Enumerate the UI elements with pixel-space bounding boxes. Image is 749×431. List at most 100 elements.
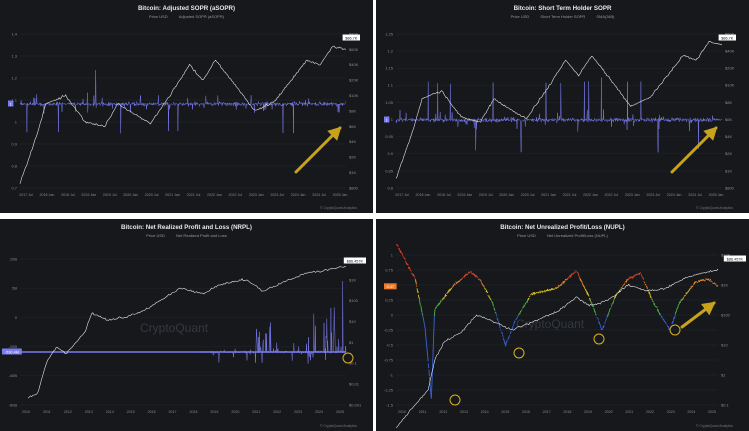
nupl-segment (448, 289, 450, 293)
nupl-segment (607, 312, 610, 314)
current-right-badge: $86.7K (721, 36, 734, 40)
x-tick-label: 2017 Jul (19, 193, 33, 197)
nupl-segment (401, 253, 404, 256)
y-right-tick-label: $1 (721, 372, 726, 377)
nupl-segment (512, 324, 514, 327)
x-tick-label: 2012 (439, 410, 447, 414)
nupl-segment (637, 273, 640, 275)
nupl-segment (608, 309, 611, 313)
y-right-tick-label: $6K (349, 124, 356, 129)
nupl-segment (528, 295, 531, 298)
y-right-tick-label: $0.1 (721, 402, 730, 407)
nupl-segment (612, 299, 615, 304)
nupl-segment (417, 294, 420, 298)
current-left-badge: 1 (10, 102, 12, 106)
nupl-segment (465, 273, 468, 276)
nupl-segment (653, 302, 656, 306)
current-right-badge-bg (342, 34, 360, 41)
nupl-segment (601, 328, 604, 330)
x-tick-label: 2011 (43, 410, 51, 414)
nupl-segment (419, 303, 422, 305)
nupl-segment (420, 305, 422, 310)
x-tick-label: 2019 (584, 410, 592, 414)
y-right-tick-label: $2K (349, 155, 356, 160)
nupl-segment (497, 321, 500, 323)
nupl-segment (635, 274, 638, 276)
nupl-segment (546, 290, 548, 292)
x-tick-label: 2017 Jul (395, 193, 409, 197)
nupl-segment (559, 284, 562, 287)
nupl-segment (531, 293, 534, 296)
price-line (27, 266, 347, 399)
y-right-tick-label: $1 (349, 340, 354, 345)
current-left-badge: 1 (386, 118, 388, 122)
nupl-segment (578, 274, 580, 277)
nupl-segment (413, 275, 415, 277)
nupl-segment (401, 252, 403, 254)
nupl-segment (656, 306, 658, 308)
y-left-tick-label: -0.5 (386, 342, 394, 347)
nupl-segment (549, 289, 552, 291)
y-left-tick-label: 0 (391, 312, 394, 317)
nupl-segment (427, 363, 430, 369)
nupl-segment (396, 244, 399, 247)
y-left-tick-label: 1 (391, 252, 394, 257)
nupl-segment (687, 290, 690, 292)
nupl-segment (675, 311, 677, 313)
legend-item: SMA(365) (596, 14, 615, 19)
current-left-badge: -530.4M (5, 350, 19, 354)
nupl-segment (637, 273, 639, 276)
nrpl-line (20, 281, 347, 364)
asopr-panel: Bitcoin: Adjusted SOPR (aSOPR) Price USD… (0, 0, 373, 213)
x-tick-label: 2020 Jan (499, 193, 514, 197)
x-tick-label: 2018 Jul (437, 193, 451, 197)
nupl-segment (593, 307, 595, 310)
nupl-segment (446, 292, 448, 295)
chart-title: Bitcoin: Net Unrealized Profit/Loss (NUP… (500, 224, 625, 231)
nupl-segment (518, 313, 520, 316)
y-left-tick-label: -1.5 (386, 402, 394, 407)
y-right-tick-label: $4K (725, 134, 732, 139)
y-left-tick-label: 1.15 (385, 66, 394, 71)
nupl-segment (577, 272, 580, 276)
nupl-segment (544, 290, 546, 293)
legend-item: Adjusted SOPR (aSOPR) (178, 14, 225, 19)
nupl-segment (430, 384, 433, 399)
nupl-segment (591, 302, 593, 307)
nupl-segment (459, 279, 461, 282)
nupl-segment (699, 280, 701, 283)
nupl-segment (495, 314, 498, 317)
x-tick-label: 2024 Jul (688, 193, 702, 197)
y-right-tick-label: $10K (721, 252, 731, 257)
nupl-segment (684, 295, 686, 297)
nupl-segment (457, 280, 459, 283)
nupl-segment (511, 325, 514, 329)
nupl-segment (531, 293, 533, 295)
nupl-segment (489, 297, 492, 300)
credit: © CryptoQuant Analytics (320, 206, 357, 210)
nupl-segment (535, 292, 537, 294)
nupl-segment (570, 273, 573, 276)
y-right-tick-label: $10K (725, 83, 735, 88)
x-tick-label: 2025 (708, 410, 716, 414)
nupl-segment (463, 275, 466, 278)
trend-arrow-head (701, 301, 716, 316)
nupl-segment (650, 297, 653, 299)
nupl-segment (591, 305, 594, 308)
nupl-segment (493, 307, 495, 310)
nrpl-panel: Bitcoin: Net Realized Profit and Loss (N… (0, 219, 373, 431)
nupl-segment (548, 289, 550, 292)
x-tick-label: 2012 (64, 410, 72, 414)
x-tick-label: 2023 Jan (625, 193, 640, 197)
nupl-segment (424, 327, 427, 337)
nupl-segment (700, 279, 702, 282)
nupl-segment (412, 274, 414, 277)
nupl-segment (554, 287, 557, 289)
x-tick-label: 2024 Jan (667, 193, 682, 197)
nupl-segment (420, 309, 423, 313)
nupl-segment (643, 281, 646, 284)
nupl-segment (697, 280, 700, 282)
nupl-segment (583, 286, 586, 290)
nupl-segment (437, 303, 440, 306)
y-left-tick-label: 1.1 (387, 83, 393, 88)
